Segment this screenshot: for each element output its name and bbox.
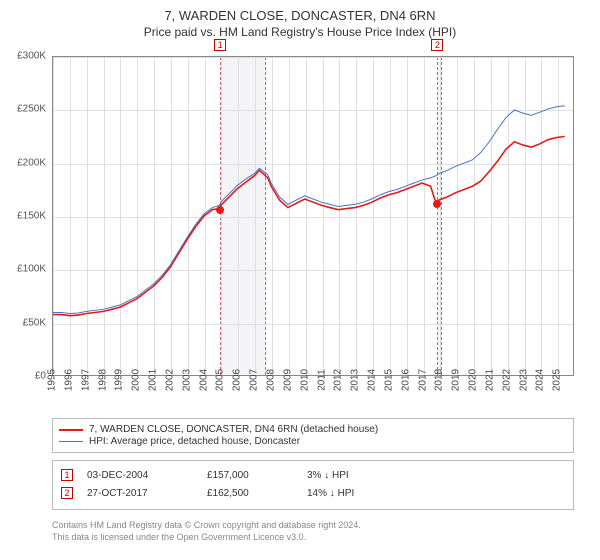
chart-legend: 7, WARDEN CLOSE, DONCASTER, DN4 6RN (det… [52,418,574,453]
x-tick-label: 2021 [484,369,495,391]
chart-title-address: 7, WARDEN CLOSE, DONCASTER, DN4 6RN [0,0,600,23]
x-tick-label: 2009 [282,369,293,391]
x-tick-label: 2024 [535,369,546,391]
x-tick-label: 2025 [552,369,563,391]
sales-row-date: 27-OCT-2017 [87,488,207,499]
footer-licence: Contains HM Land Registry data © Crown c… [52,520,361,543]
legend-swatch [59,429,83,431]
legend-item: 7, WARDEN CLOSE, DONCASTER, DN4 6RN (det… [59,424,567,435]
y-tick-label: £250K [17,104,46,115]
legend-label: 7, WARDEN CLOSE, DONCASTER, DN4 6RN (det… [89,424,378,435]
x-tick-label: 2018 [434,369,445,391]
sale-marker-label: 1 [214,39,226,51]
x-tick-label: 2016 [400,369,411,391]
chart-title-subtitle: Price paid vs. HM Land Registry's House … [0,23,600,43]
sales-table: 1 03-DEC-2004£157,0003% ↓ HPI 2 27-OCT-2017… [52,460,574,510]
x-tick-label: 2006 [232,369,243,391]
x-tick-label: 2005 [215,369,226,391]
sale-dot [433,200,441,208]
y-tick-label: £100K [17,264,46,275]
x-tick-label: 2007 [249,369,260,391]
x-tick-label: 2003 [181,369,192,391]
legend-item: HPI: Average price, detached house, Donc… [59,436,567,447]
sale-marker-label: 2 [431,39,443,51]
x-tick-label: 1997 [80,369,91,391]
legend-swatch [59,441,83,442]
x-tick-label: 2001 [148,369,159,391]
y-tick-label: £50K [23,317,46,328]
y-axis-ticks: £0£50K£100K£150K£200K£250K£300K [0,56,50,376]
x-tick-label: 2011 [316,369,327,391]
chart-plot-area: 12 [52,56,574,376]
sales-row-index-icon: 2 [61,487,73,499]
chart-container: { "title_line1": "7, WARDEN CLOSE, DONCA… [0,0,600,560]
sales-row-date: 03-DEC-2004 [87,470,207,481]
sales-row: 2 27-OCT-2017£162,50014% ↓ HPI [61,487,565,499]
y-tick-label: £300K [17,51,46,62]
x-tick-label: 2012 [333,369,344,391]
chart-lines [53,57,573,375]
sales-row-index-icon: 1 [61,469,73,481]
x-tick-label: 2023 [518,369,529,391]
x-tick-label: 2020 [468,369,479,391]
x-tick-label: 2017 [417,369,428,391]
x-tick-label: 2019 [451,369,462,391]
x-tick-label: 2013 [350,369,361,391]
x-tick-label: 2015 [383,369,394,391]
x-axis-ticks: 1995199619971998199920002001200220032004… [52,376,574,416]
x-tick-label: 1999 [114,369,125,391]
sales-row-pct: 3% ↓ HPI [307,470,349,481]
series-hpi [53,106,565,314]
sale-dot [216,206,224,214]
sales-row-price: £157,000 [207,470,307,481]
y-tick-label: £200K [17,157,46,168]
x-tick-label: 2010 [299,369,310,391]
footer-line-2: This data is licensed under the Open Gov… [52,532,361,544]
x-tick-label: 1998 [97,369,108,391]
x-tick-label: 2008 [265,369,276,391]
footer-line-1: Contains HM Land Registry data © Crown c… [52,520,361,532]
sales-row: 1 03-DEC-2004£157,0003% ↓ HPI [61,469,565,481]
x-tick-label: 1995 [47,369,58,391]
sales-row-pct: 14% ↓ HPI [307,488,354,499]
x-tick-label: 1996 [63,369,74,391]
legend-label: HPI: Average price, detached house, Donc… [89,436,300,447]
x-tick-label: 2002 [164,369,175,391]
y-tick-label: £150K [17,211,46,222]
sales-row-price: £162,500 [207,488,307,499]
x-tick-label: 2004 [198,369,209,391]
x-tick-label: 2014 [367,369,378,391]
x-tick-label: 2000 [131,369,142,391]
x-tick-label: 2022 [501,369,512,391]
y-tick-label: £0 [35,371,46,382]
series-price_paid [53,137,565,316]
